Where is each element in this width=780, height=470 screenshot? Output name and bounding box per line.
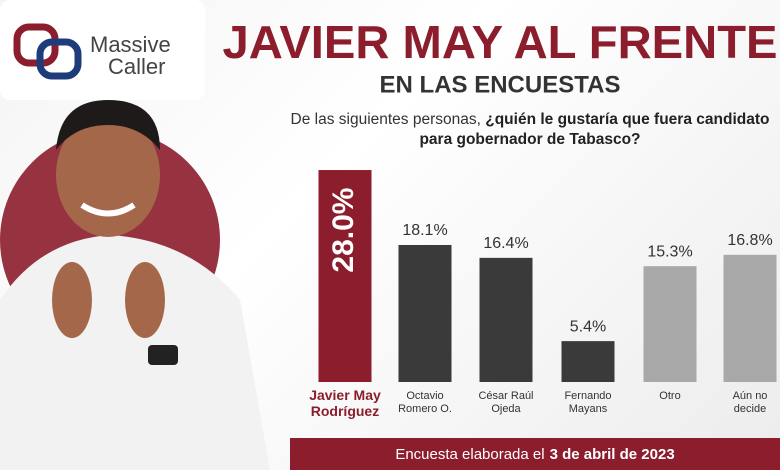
- logo-icon: [13, 23, 82, 80]
- category-label: César Raúl Ojeda: [478, 390, 533, 415]
- question-bold: ¿quién le gustaría que fuera candidato p…: [419, 111, 770, 148]
- footer: Encuesta elaborada el 3 de abril de 2023: [290, 438, 780, 470]
- bar: [723, 254, 777, 382]
- question-intro: De las siguientes personas,: [290, 111, 481, 128]
- category-label: Aún no decide: [733, 390, 768, 415]
- value-label: 28.0%: [327, 188, 360, 273]
- logo-line2: Caller: [108, 54, 165, 79]
- value-label: 16.8%: [727, 232, 772, 249]
- category-label: Javier May Rodríguez: [309, 387, 381, 419]
- photo: [0, 100, 270, 470]
- chart-subtitle: EN LAS ENCUESTAS: [380, 71, 621, 98]
- category-label: Otro: [659, 390, 680, 402]
- value-label: 18.1%: [402, 222, 447, 239]
- bar: [479, 257, 533, 382]
- category-label: Octavio Romero O.: [398, 390, 452, 415]
- category-label: Fernando Mayans: [564, 390, 611, 415]
- question: De las siguientes personas, ¿quién le gu…: [290, 110, 770, 150]
- value-label: 15.3%: [647, 243, 692, 260]
- bar: [398, 244, 452, 382]
- bar: [318, 170, 372, 382]
- logo-line1: Massive: [90, 32, 171, 57]
- footer-date: 3 de abril de 2023: [549, 445, 675, 463]
- bar: [643, 266, 697, 382]
- value-label: 5.4%: [570, 318, 606, 335]
- bar: [561, 341, 615, 382]
- footer-intro: Encuesta elaborada el: [395, 445, 545, 463]
- chart-title: JAVIER MAY AL FRENTE: [223, 16, 778, 68]
- value-label: 16.4%: [483, 235, 528, 252]
